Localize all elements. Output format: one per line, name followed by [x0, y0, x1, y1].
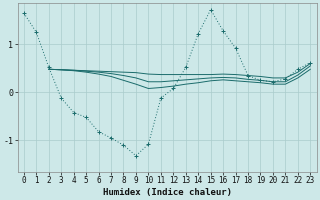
- X-axis label: Humidex (Indice chaleur): Humidex (Indice chaleur): [103, 188, 232, 197]
